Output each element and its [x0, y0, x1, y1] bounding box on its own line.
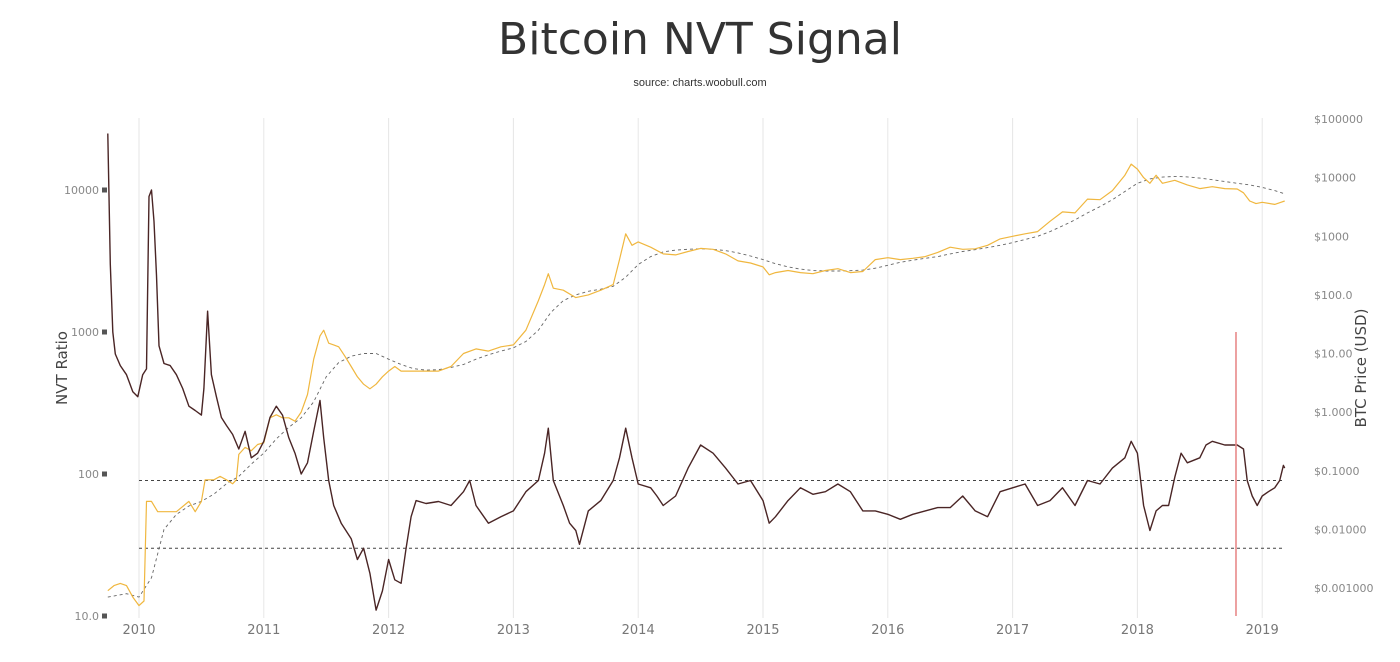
x-tick-2011: 2011 — [247, 623, 280, 638]
series-line-nvt — [107, 133, 1286, 611]
series-line-price_ma — [107, 175, 1285, 598]
y-left-tick-label: 1000 — [71, 326, 99, 339]
x-axis: 2010 2011 2012 2013 2014 2015 2016 2017 2018 2019 — [122, 623, 1278, 638]
chart-subtitle: source: charts.woobull.com — [633, 77, 767, 89]
y-right-tick-label: $100000 — [1314, 113, 1363, 126]
y-right-tick-label: $100.0 — [1314, 289, 1353, 302]
y-right-tick-label: $10.00 — [1314, 348, 1353, 361]
x-tick-2012: 2012 — [372, 623, 405, 638]
x-tick-2017: 2017 — [996, 623, 1029, 638]
grid-lines — [138, 118, 1263, 618]
y-right-tick-label: $0.001000 — [1314, 582, 1374, 595]
y-right-tick-label: $0.1000 — [1314, 465, 1360, 478]
left-axis: 10.0 100 1000 10000 — [64, 184, 107, 623]
chart-title: Bitcoin NVT Signal — [498, 14, 902, 65]
y-axis-title-right: BTC Price (USD) — [1352, 309, 1370, 428]
x-tick-2018: 2018 — [1121, 623, 1154, 638]
x-tick-2014: 2014 — [622, 623, 655, 638]
x-tick-2013: 2013 — [497, 623, 530, 638]
y-left-tick-mark — [102, 471, 107, 477]
right-axis: $0.001000 $0.01000 $0.1000 $1.000 $10.00 $100… — [1314, 113, 1374, 595]
y-right-tick-label: $1.000 — [1314, 406, 1353, 419]
y-left-tick-mark — [102, 187, 107, 193]
y-axis-title-left: NVT Ratio — [53, 331, 71, 405]
x-tick-2010: 2010 — [122, 623, 155, 638]
y-right-tick-label: $0.01000 — [1314, 523, 1367, 536]
series-line-price — [107, 163, 1285, 607]
y-right-tick-label: $1000 — [1314, 230, 1349, 243]
x-tick-2016: 2016 — [871, 623, 904, 638]
y-left-tick-mark — [102, 613, 107, 619]
y-left-tick-label: 10.0 — [75, 610, 100, 623]
y-left-tick-label: 100 — [78, 468, 99, 481]
series-lines — [107, 133, 1286, 611]
x-tick-2015: 2015 — [746, 623, 779, 638]
x-tick-2019: 2019 — [1246, 623, 1279, 638]
y-right-tick-label: $10000 — [1314, 172, 1356, 185]
y-left-tick-mark — [102, 329, 107, 335]
y-left-tick-label: 10000 — [64, 184, 99, 197]
reference-lines — [139, 480, 1285, 549]
